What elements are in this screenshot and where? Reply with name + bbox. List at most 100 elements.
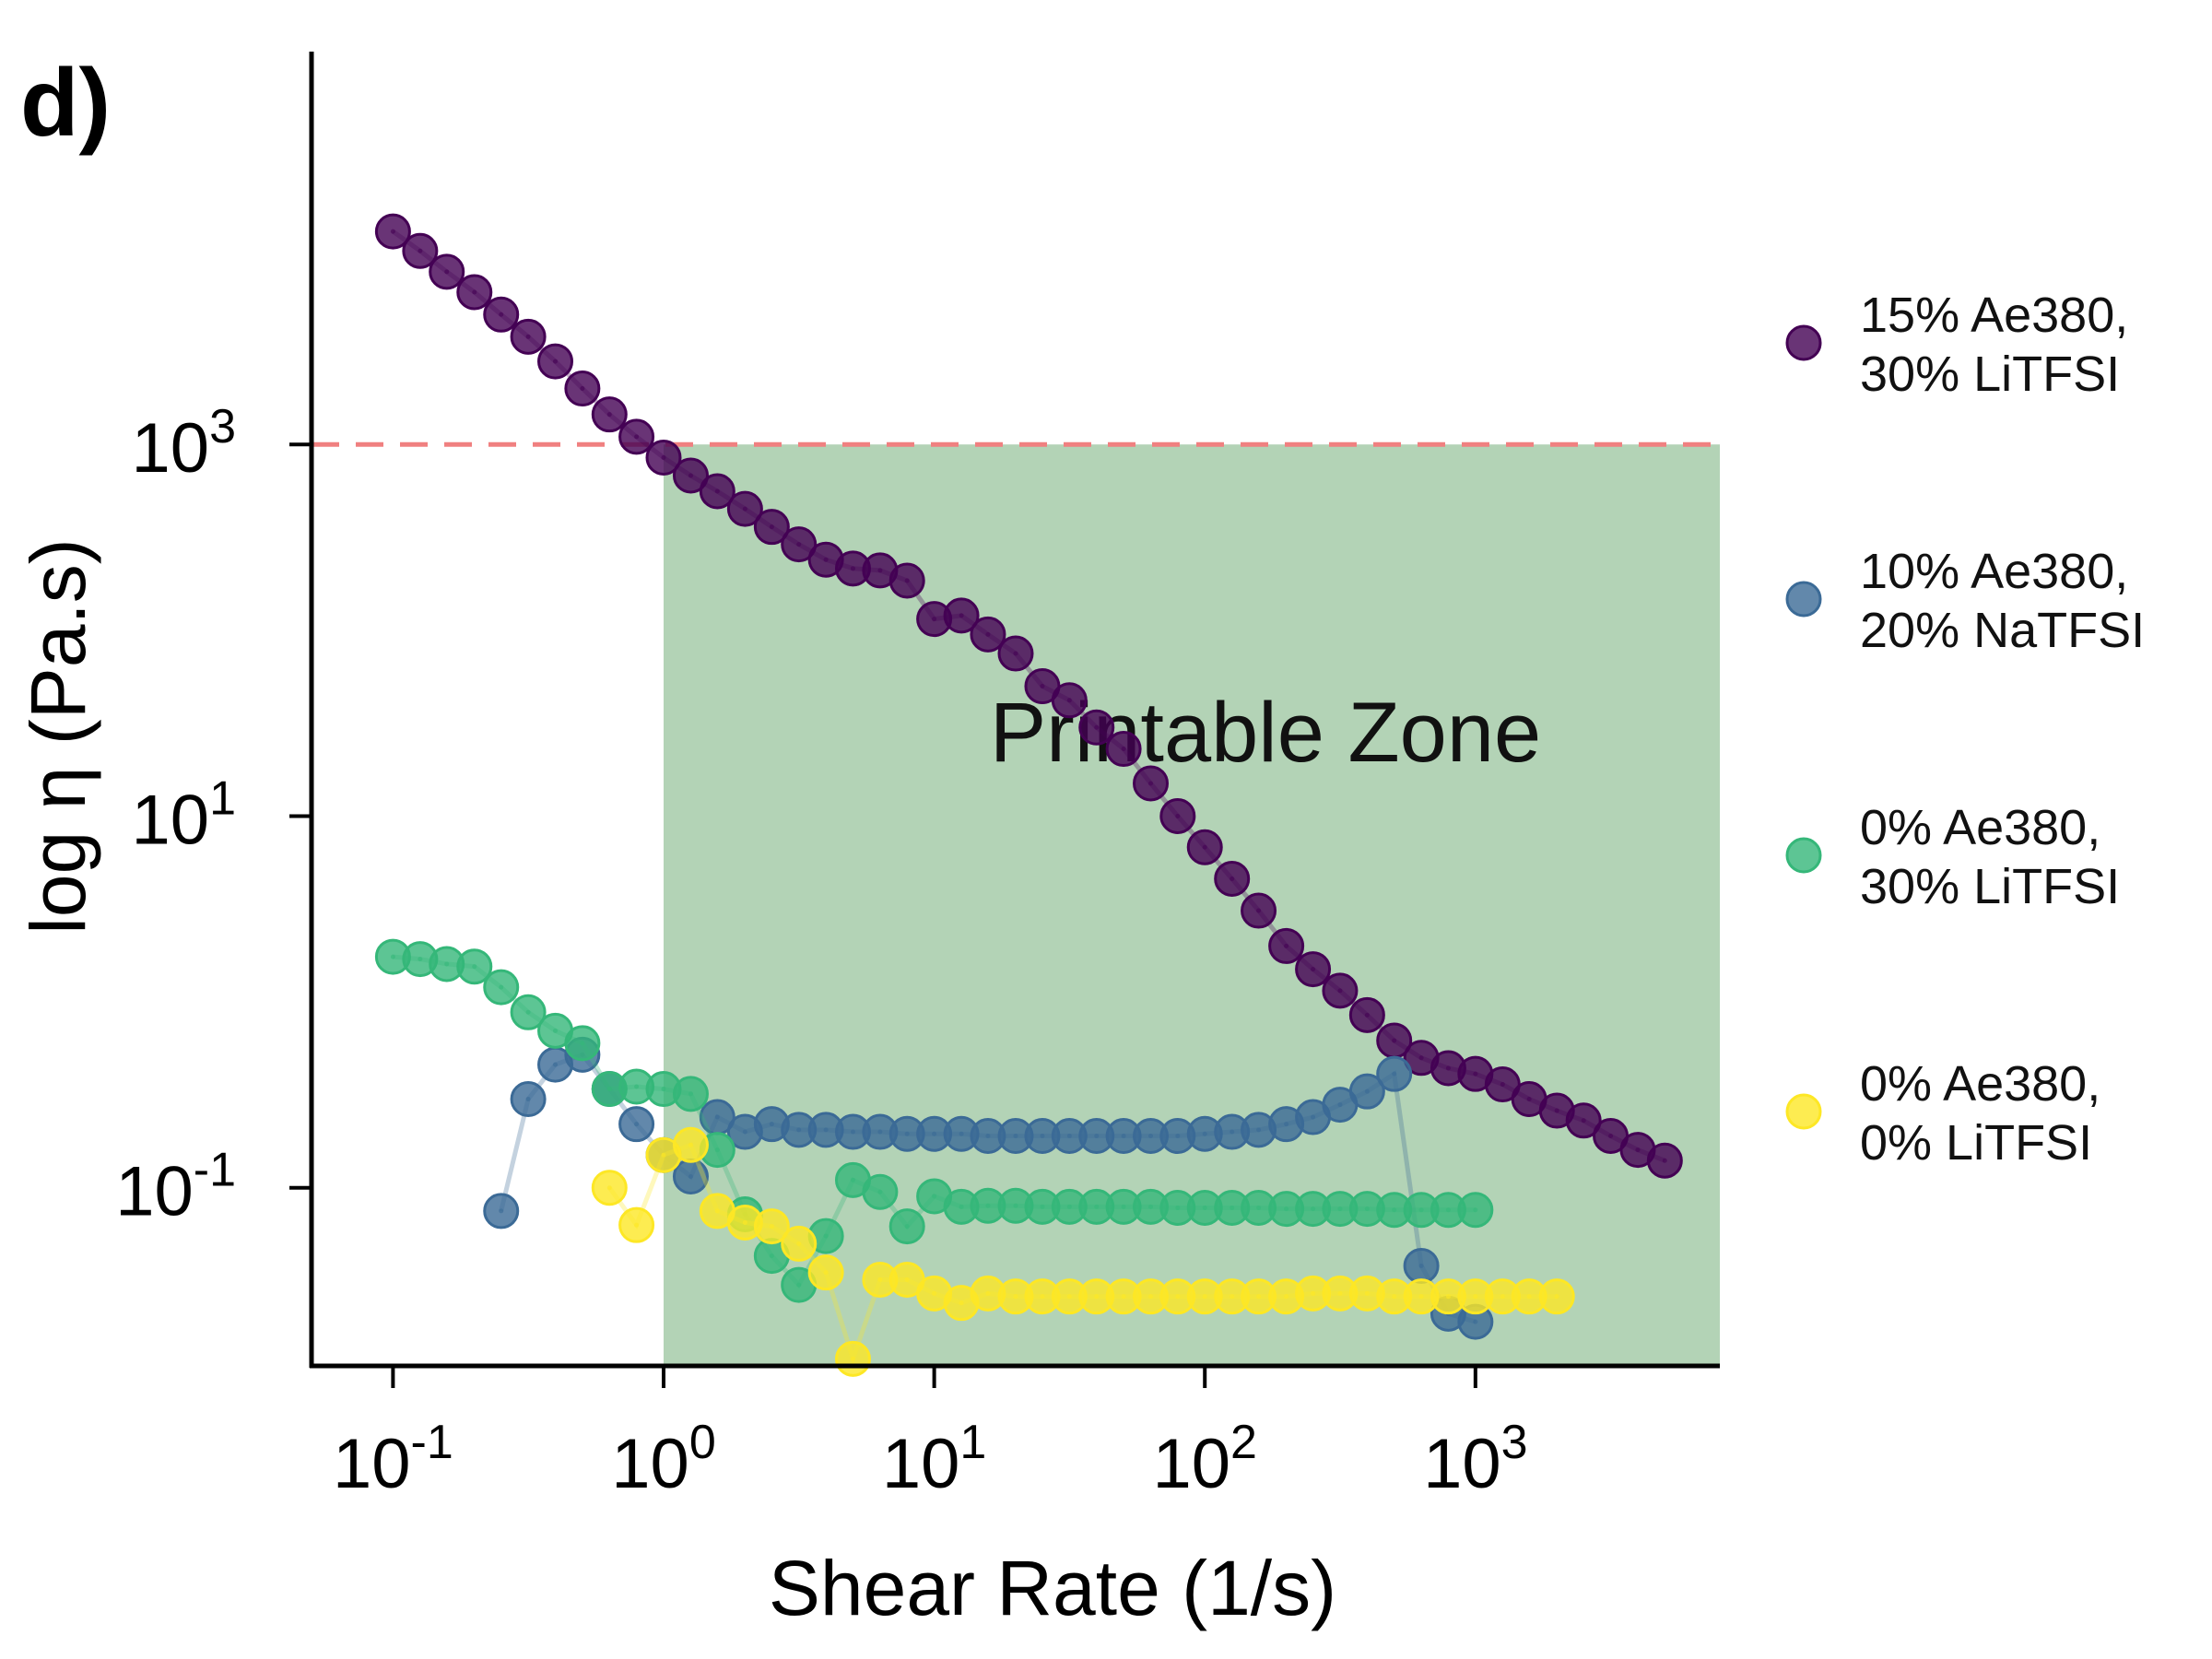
data-point-center bbox=[1148, 1134, 1154, 1139]
legend-label-line2: 0% LiTFSI bbox=[1860, 1115, 2092, 1171]
data-point-center bbox=[959, 613, 964, 618]
data-point-center bbox=[1473, 1207, 1478, 1213]
data-point-center bbox=[742, 1219, 747, 1225]
y-axis-label: log η (Pa.s) bbox=[15, 538, 101, 935]
data-point-center bbox=[1473, 1071, 1478, 1077]
data-point-center bbox=[418, 957, 423, 962]
data-point-center bbox=[985, 631, 991, 637]
x-axis-label: Shear Rate (1/s) bbox=[769, 1545, 1336, 1631]
data-point-center bbox=[1526, 1097, 1532, 1102]
data-point-center bbox=[1202, 1131, 1207, 1136]
data-point-center bbox=[1148, 1294, 1154, 1300]
data-point-center bbox=[1013, 1203, 1018, 1208]
data-point-center bbox=[742, 506, 747, 512]
legend-marker bbox=[1785, 324, 1822, 361]
series-10-ae380-20-natfsi bbox=[483, 1036, 1494, 1340]
data-point-center bbox=[634, 1084, 640, 1089]
data-point-center bbox=[1392, 1071, 1397, 1077]
data-point-center bbox=[472, 289, 477, 295]
data-point-center bbox=[877, 568, 883, 573]
data-point-center bbox=[499, 1208, 504, 1214]
data-point-center bbox=[985, 1290, 991, 1296]
data-point-center bbox=[1066, 1294, 1072, 1300]
data-point-center bbox=[1066, 1204, 1072, 1209]
data-point-center bbox=[1148, 781, 1154, 786]
data-point-center bbox=[1094, 724, 1100, 730]
data-point-center bbox=[932, 617, 937, 622]
data-point-center bbox=[1013, 1134, 1018, 1139]
legend-marker bbox=[1785, 1093, 1822, 1130]
data-point-center bbox=[904, 578, 910, 583]
data-point-center bbox=[1364, 1206, 1370, 1212]
data-point-center bbox=[688, 1091, 693, 1097]
data-point-center bbox=[932, 1194, 937, 1199]
data-point-center bbox=[1311, 1206, 1316, 1212]
x-tick-label: 100 bbox=[611, 1416, 715, 1503]
data-point-center bbox=[1148, 1204, 1154, 1209]
data-point-center bbox=[1256, 1294, 1262, 1300]
data-point-center bbox=[985, 1203, 991, 1208]
data-point-center bbox=[823, 557, 829, 562]
series-0-ae380-30-litfsi bbox=[374, 938, 1494, 1303]
legend-label-line2: 30% LiTFSI bbox=[1860, 347, 2120, 402]
data-point-center bbox=[1230, 1129, 1235, 1135]
legend-entry: 10% Ae380,20% NaTFSI bbox=[1785, 544, 2145, 658]
data-point-center bbox=[796, 1127, 802, 1133]
data-point-center bbox=[823, 1270, 829, 1276]
data-point-center bbox=[1256, 1127, 1262, 1133]
data-point-center bbox=[1364, 1290, 1370, 1296]
data-point-center bbox=[959, 1131, 964, 1136]
data-point-center bbox=[959, 1300, 964, 1306]
data-point-center bbox=[985, 1134, 991, 1139]
axes-layer: 10-1 100 101 102 103 10-1 101 103 Shear Rate (1/… bbox=[15, 52, 1720, 1631]
legend-marker bbox=[1785, 837, 1822, 874]
data-point-center bbox=[904, 1277, 910, 1282]
legend-label-line1: 0% Ae380, bbox=[1860, 1056, 2100, 1112]
data-point-center bbox=[444, 961, 450, 967]
data-point-center bbox=[1202, 1294, 1207, 1300]
data-point-center bbox=[1311, 967, 1316, 972]
data-point-center bbox=[796, 1241, 802, 1246]
data-point-center bbox=[1337, 988, 1343, 994]
data-point-center bbox=[904, 1224, 910, 1230]
data-point-center bbox=[1554, 1108, 1559, 1113]
data-point-center bbox=[1066, 698, 1072, 703]
x-tick-label: 10-1 bbox=[333, 1416, 453, 1503]
y-tick-label: 103 bbox=[132, 400, 236, 488]
data-point-center bbox=[769, 1253, 774, 1259]
x-tick-label: 102 bbox=[1152, 1416, 1256, 1503]
data-point-center bbox=[1500, 1294, 1505, 1300]
series-layer bbox=[374, 213, 1683, 1377]
data-point-center bbox=[1013, 1294, 1018, 1300]
data-point-center bbox=[1418, 1207, 1424, 1213]
data-point-center bbox=[850, 1129, 855, 1135]
data-point-center bbox=[1500, 1082, 1505, 1088]
data-point-center bbox=[714, 1208, 720, 1214]
data-point-center bbox=[390, 954, 395, 959]
legend-marker bbox=[1785, 581, 1822, 618]
data-point-center bbox=[1284, 943, 1289, 948]
data-point-center bbox=[1284, 1122, 1289, 1127]
data-point-center bbox=[1364, 1088, 1370, 1094]
data-point-center bbox=[1175, 813, 1181, 818]
data-point-center bbox=[714, 1147, 720, 1153]
panel-label: d) bbox=[20, 50, 112, 157]
data-point-center bbox=[1418, 1055, 1424, 1061]
data-point-center bbox=[525, 1009, 531, 1015]
series-15-ae380-30-litfsi bbox=[374, 213, 1683, 1179]
data-point-center bbox=[634, 434, 640, 440]
data-point-center bbox=[714, 488, 720, 494]
data-point-center bbox=[769, 1224, 774, 1230]
data-point-center bbox=[525, 1097, 531, 1102]
data-point-center bbox=[553, 1062, 559, 1067]
data-point-center bbox=[472, 964, 477, 970]
data-point-center bbox=[1094, 1134, 1100, 1139]
data-point-center bbox=[1337, 1206, 1343, 1212]
data-point-center bbox=[1013, 651, 1018, 656]
data-point-center bbox=[499, 984, 504, 990]
data-point-center bbox=[823, 1233, 829, 1239]
data-point-center bbox=[1445, 1294, 1451, 1300]
data-point-center bbox=[661, 1152, 666, 1158]
y-tick-label: 101 bbox=[132, 771, 236, 859]
